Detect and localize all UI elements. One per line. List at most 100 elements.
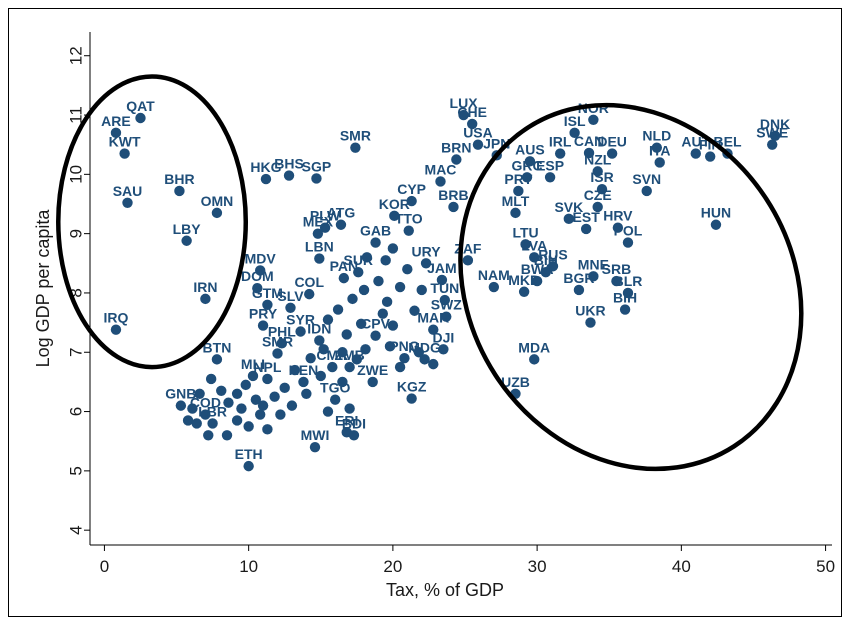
data-point xyxy=(529,252,540,263)
point-label: CHE xyxy=(457,104,487,120)
point-label: SWZ xyxy=(431,297,463,313)
point-label: BRN xyxy=(441,140,471,156)
data-point xyxy=(254,265,266,276)
data-point xyxy=(611,275,622,287)
data-point xyxy=(276,338,288,349)
point-label: ZWE xyxy=(357,362,388,378)
point-label: PRT xyxy=(504,171,532,187)
data-point xyxy=(596,183,608,195)
data-point xyxy=(200,293,211,305)
data-point xyxy=(122,197,133,209)
point-label: SAU xyxy=(113,183,143,199)
data-point xyxy=(312,228,324,239)
data-point xyxy=(269,391,280,402)
data-point xyxy=(529,354,540,365)
data-point xyxy=(250,394,262,405)
point-label: MLI xyxy=(241,356,265,372)
data-point xyxy=(389,210,400,222)
data-point xyxy=(406,195,417,207)
point-label: HUN xyxy=(701,205,731,221)
data-point xyxy=(654,157,665,168)
point-label: MLT xyxy=(502,193,530,209)
point-label: SMR xyxy=(262,333,293,349)
data-point xyxy=(211,354,223,365)
data-point xyxy=(592,166,603,177)
data-point xyxy=(203,430,214,441)
data-point xyxy=(420,258,432,269)
point-label: LUX xyxy=(450,95,479,111)
data-point xyxy=(510,207,521,219)
data-point xyxy=(119,148,130,159)
point-label: JAM xyxy=(427,260,457,276)
data-point xyxy=(588,114,599,125)
data-point xyxy=(322,314,334,325)
point-label: DOM xyxy=(241,268,274,284)
data-point xyxy=(285,302,296,313)
point-label: LTU xyxy=(512,224,538,240)
point-label: KGZ xyxy=(397,379,427,395)
data-point xyxy=(332,304,344,315)
point-label: TTO xyxy=(395,211,423,227)
data-point xyxy=(394,281,406,293)
data-point xyxy=(318,344,329,355)
data-point xyxy=(361,252,373,263)
data-point xyxy=(319,222,331,233)
highlight-ellipse xyxy=(458,102,804,472)
data-point xyxy=(286,400,298,411)
data-point xyxy=(588,271,599,282)
data-point xyxy=(451,154,462,165)
data-point xyxy=(360,344,371,355)
data-point xyxy=(435,176,446,187)
chart-frame xyxy=(8,8,842,617)
point-label: SMR xyxy=(340,128,371,144)
point-label: BRB xyxy=(438,187,468,203)
point-label: PLW xyxy=(310,208,341,224)
point-label: ISR xyxy=(590,169,613,185)
data-point xyxy=(295,326,306,337)
data-point xyxy=(351,354,363,365)
data-point xyxy=(387,320,399,331)
data-point xyxy=(311,173,322,184)
data-point xyxy=(279,382,290,394)
point-label: MWI xyxy=(301,427,330,443)
point-label: PNG xyxy=(389,338,419,354)
point-label: SWE xyxy=(756,125,788,141)
x-tick-label: 30 xyxy=(528,557,547,576)
data-point xyxy=(710,219,722,230)
y-tick-label: 7 xyxy=(67,348,86,357)
point-label: DEU xyxy=(597,134,627,150)
data-point xyxy=(240,379,251,391)
data-point xyxy=(243,460,254,472)
point-label: IRN xyxy=(193,279,217,295)
data-point xyxy=(518,286,530,297)
x-tick-label: 0 xyxy=(100,557,109,576)
data-point xyxy=(205,373,217,385)
data-point xyxy=(373,275,384,287)
data-point xyxy=(585,317,596,328)
data-point xyxy=(211,207,223,219)
data-point xyxy=(384,341,396,352)
data-point xyxy=(547,261,559,272)
data-point xyxy=(298,376,309,388)
point-label: ISL xyxy=(564,113,586,129)
point-label: QAT xyxy=(126,98,155,114)
y-tick-label: 5 xyxy=(67,466,86,475)
point-label: ATG xyxy=(327,205,356,221)
point-label: BGR xyxy=(563,270,594,286)
point-label: TUN xyxy=(430,280,459,296)
point-label: ESP xyxy=(536,157,564,173)
y-tick-label: 11 xyxy=(67,106,86,124)
data-point xyxy=(175,400,187,411)
point-label: FIN xyxy=(699,137,722,153)
point-label: BIH xyxy=(534,252,558,268)
point-label: CZE xyxy=(584,187,612,203)
point-label: MKD xyxy=(508,272,540,288)
x-axis-title: Tax, % of GDP xyxy=(386,580,504,600)
data-point xyxy=(580,223,592,235)
point-label: IDN xyxy=(307,320,331,336)
data-point xyxy=(254,409,266,420)
point-label: LBN xyxy=(305,239,334,255)
data-point xyxy=(322,406,334,417)
data-point xyxy=(531,275,543,287)
data-point xyxy=(110,324,122,335)
